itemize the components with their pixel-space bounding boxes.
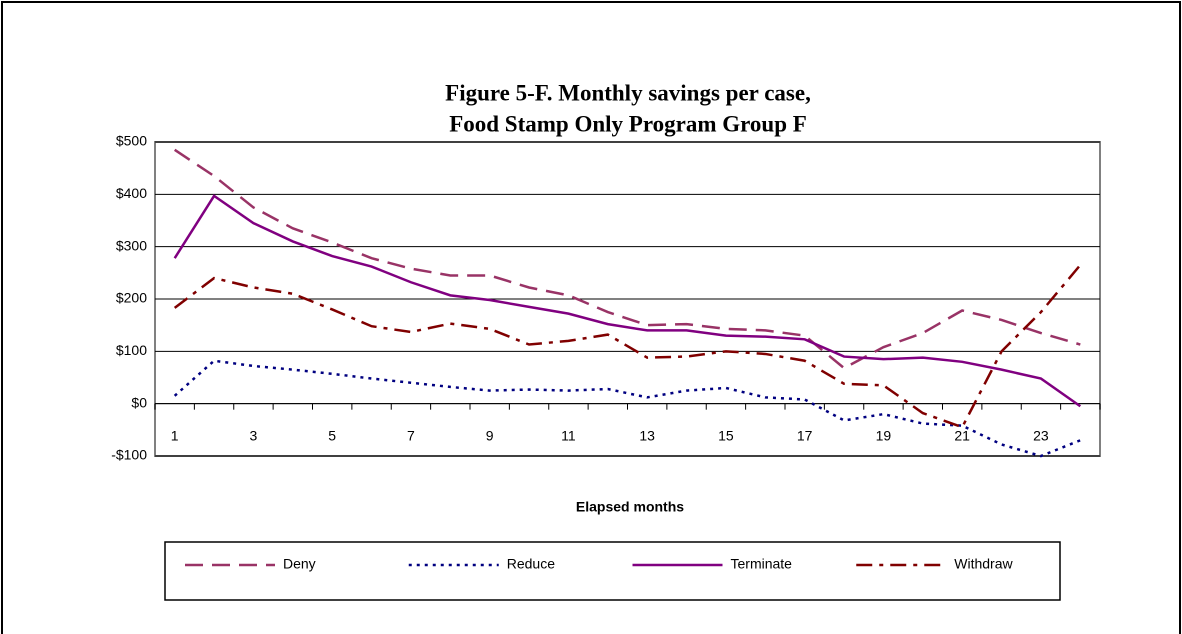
legend-label: Terminate bbox=[731, 556, 793, 572]
x-axis-label: Elapsed months bbox=[576, 499, 684, 515]
y-tick-label: $100 bbox=[116, 342, 147, 358]
x-tick-label: 5 bbox=[328, 427, 336, 443]
legend-label: Withdraw bbox=[954, 556, 1013, 572]
series-line bbox=[173, 264, 1082, 429]
series-line bbox=[173, 148, 1081, 370]
x-tick-label: 15 bbox=[718, 427, 734, 443]
x-tick-label: 21 bbox=[954, 427, 970, 443]
x-tick-label: 3 bbox=[250, 427, 258, 443]
y-tick-label: $500 bbox=[116, 133, 147, 149]
y-tick-label: $0 bbox=[131, 394, 147, 410]
x-tick-label: 7 bbox=[407, 427, 415, 443]
y-tick-label: $200 bbox=[116, 290, 147, 306]
x-tick-label: 9 bbox=[486, 427, 494, 443]
x-tick-label: 1 bbox=[171, 427, 179, 443]
legend-label: Deny bbox=[283, 556, 316, 572]
x-tick-label: 19 bbox=[876, 427, 892, 443]
x-tick-label: 13 bbox=[639, 427, 655, 443]
chart-title: Food Stamp Only Program Group F bbox=[449, 111, 807, 136]
x-tick-label: 17 bbox=[797, 427, 813, 443]
x-tick-label: 11 bbox=[561, 427, 576, 443]
x-tick-label: 23 bbox=[1033, 427, 1049, 443]
legend-box bbox=[164, 541, 1061, 601]
legend-label: Reduce bbox=[507, 556, 555, 572]
y-tick-label: $400 bbox=[116, 185, 147, 201]
chart-title: Figure 5-F. Monthly savings per case, bbox=[445, 80, 811, 105]
y-tick-label: -$100 bbox=[111, 447, 147, 463]
y-tick-label: $300 bbox=[116, 237, 147, 253]
series-line bbox=[173, 194, 1082, 408]
